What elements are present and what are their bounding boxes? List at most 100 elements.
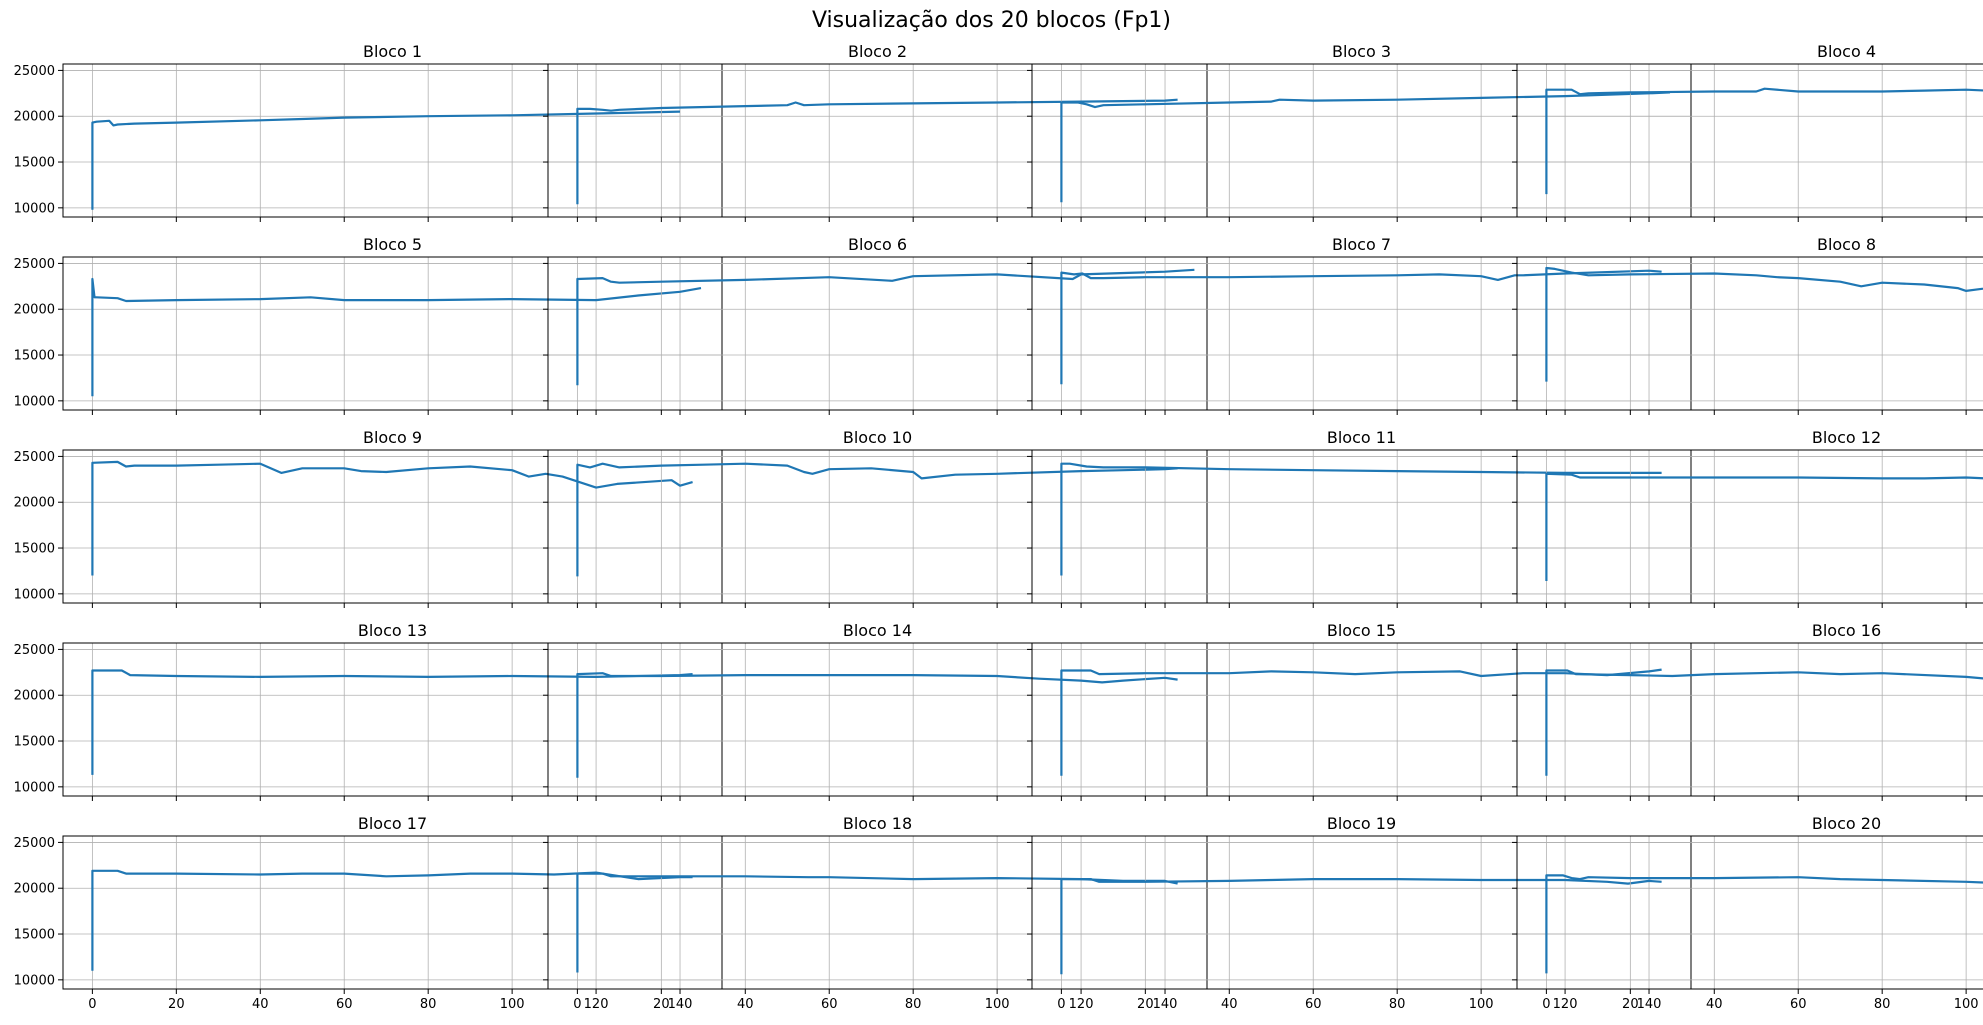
- subplot-10: Bloco 10: [543, 428, 1208, 608]
- subplot-title: Bloco 16: [1812, 621, 1881, 640]
- series-line: [91, 869, 693, 971]
- subplot-15: Bloco 15: [1027, 621, 1692, 801]
- axes-frame: [547, 256, 1208, 411]
- series-line: [1545, 874, 1983, 974]
- y-tick-label: 20000: [14, 496, 55, 511]
- y-tick-label: 15000: [14, 156, 55, 171]
- subplot-17: 0 20 40 60 80 100 120 140 10000 15000 20000 25000 Bl…: [14, 814, 723, 1012]
- subplot-title: Bloco 3: [1332, 42, 1391, 61]
- axes-frame: [1516, 835, 1983, 990]
- x-tick-label: 60: [336, 997, 353, 1012]
- y-tick-label: 15000: [14, 928, 55, 943]
- subplot-title: Bloco 19: [1327, 814, 1396, 833]
- series-line: [1545, 266, 1983, 382]
- y-tick-label: 10000: [14, 780, 55, 795]
- x-tick-label: 80: [1874, 997, 1891, 1012]
- x-tick-label: 40: [737, 997, 754, 1012]
- subplot-3: Bloco 3: [1027, 42, 1692, 222]
- subplot-title: Bloco 15: [1327, 621, 1396, 640]
- series-line: [91, 110, 681, 210]
- series-line: [1060, 91, 1671, 203]
- axes-frame: [1516, 449, 1983, 604]
- subplot-12: Bloco 12: [1512, 428, 1983, 608]
- subplot-13: 10000 15000 20000 25000 Bloco 13: [14, 621, 723, 801]
- x-tick-label: 100: [1954, 997, 1979, 1012]
- axes-frame: [1031, 63, 1692, 218]
- subplot-16: Bloco 16: [1512, 621, 1983, 801]
- axes-frame: [547, 63, 1208, 218]
- series-line: [1060, 668, 1662, 776]
- subplot-11: Bloco 11: [1027, 428, 1692, 608]
- subplot-1: 10000 15000 20000 25000 Bloco 1: [14, 42, 723, 222]
- axes-frame: [62, 835, 723, 990]
- series-line: [1060, 462, 1662, 576]
- y-tick-label: 10000: [14, 394, 55, 409]
- subplot-title: Bloco 1: [363, 42, 422, 61]
- series-line: [576, 672, 1178, 778]
- y-tick-label: 25000: [14, 257, 55, 272]
- axes-frame: [1031, 642, 1692, 797]
- x-tick-label: 20: [168, 997, 185, 1012]
- axes-frame: [547, 835, 1208, 990]
- x-tick-label: 120: [584, 997, 609, 1012]
- subplot-20: 0 20 40 60 80 100 120 140 Bloco 20: [1512, 814, 1983, 1012]
- subplot-title: Bloco 5: [363, 235, 422, 254]
- axes-frame: [62, 63, 723, 218]
- y-tick-label: 10000: [14, 587, 55, 602]
- subplot-4: Bloco 4: [1512, 42, 1983, 222]
- figure-title: Visualização dos 20 blocos (Fp1): [812, 8, 1171, 33]
- x-tick-label: 60: [821, 997, 838, 1012]
- subplot-title: Bloco 9: [363, 428, 422, 447]
- axes-frame: [547, 449, 1208, 604]
- subplot-7: Bloco 7: [1027, 235, 1692, 415]
- x-tick-label: 20: [1622, 997, 1639, 1012]
- y-tick-label: 20000: [14, 110, 55, 125]
- y-tick-label: 25000: [14, 64, 55, 79]
- axes-frame: [1516, 63, 1983, 218]
- subplot-title: Bloco 6: [848, 235, 907, 254]
- subplot-title: Bloco 11: [1327, 428, 1396, 447]
- series-line: [1545, 669, 1983, 776]
- x-tick-label: 120: [1553, 997, 1578, 1012]
- axes-frame: [62, 449, 723, 604]
- series-line: [576, 462, 1178, 577]
- y-tick-label: 25000: [14, 450, 55, 465]
- subplot-title: Bloco 4: [1817, 42, 1876, 61]
- series-line: [576, 98, 1178, 205]
- axes-frame: [62, 256, 723, 411]
- x-tick-label: 0: [88, 997, 96, 1012]
- x-tick-label: 100: [500, 997, 525, 1012]
- y-tick-label: 15000: [14, 735, 55, 750]
- series-line: [91, 669, 693, 775]
- subplot-2: Bloco 2: [543, 42, 1208, 222]
- x-tick-label: 80: [1389, 997, 1406, 1012]
- x-tick-label: 140: [668, 997, 693, 1012]
- series-line: [1060, 878, 1662, 975]
- x-tick-label: 120: [1069, 997, 1094, 1012]
- x-tick-label: 140: [1153, 997, 1178, 1012]
- x-tick-label: 60: [1790, 997, 1807, 1012]
- series-line: [1545, 87, 1983, 195]
- x-tick-label: 80: [420, 997, 437, 1012]
- subplot-title: Bloco 18: [843, 814, 912, 833]
- subplot-9: 10000 15000 20000 25000 Bloco 9: [14, 428, 723, 608]
- y-tick-label: 25000: [14, 643, 55, 658]
- x-tick-label: 20: [653, 997, 670, 1012]
- x-tick-label: 100: [1469, 997, 1494, 1012]
- x-tick-label: 40: [252, 997, 269, 1012]
- y-tick-label: 25000: [14, 836, 55, 851]
- y-tick-label: 10000: [14, 201, 55, 216]
- subplot-6: Bloco 6: [543, 235, 1208, 415]
- x-tick-label: 0: [1542, 997, 1550, 1012]
- x-tick-label: 40: [1221, 997, 1238, 1012]
- subplot-8: Bloco 8: [1512, 235, 1983, 415]
- axes-frame: [1031, 449, 1692, 604]
- subplot-5: 10000 15000 20000 25000 Bloco 5: [14, 235, 723, 415]
- series-line: [576, 872, 1178, 973]
- x-tick-label: 140: [1637, 997, 1662, 1012]
- axes-frame: [1031, 256, 1692, 411]
- y-tick-label: 15000: [14, 349, 55, 364]
- subplot-title: Bloco 7: [1332, 235, 1391, 254]
